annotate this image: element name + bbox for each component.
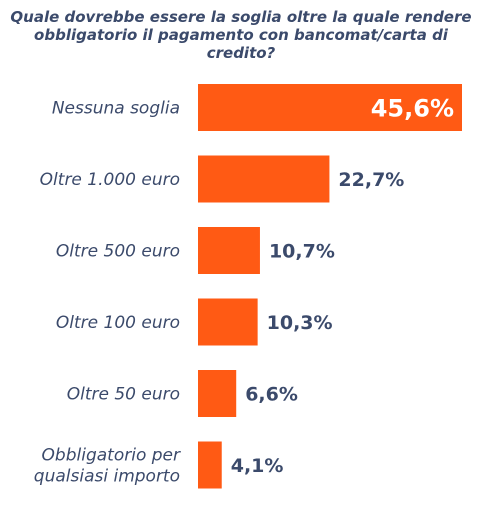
category-label: Oltre 500 euro xyxy=(56,242,180,262)
bar xyxy=(198,370,237,417)
chart-title-line: obbligatorio il pagamento con bancomat/c… xyxy=(34,26,448,44)
chart-title: Quale dovrebbe essere la soglia oltre la… xyxy=(0,8,482,62)
bar xyxy=(198,227,260,274)
category-label: Oltre 100 euro xyxy=(56,313,180,333)
category-label: qualsiasi importo xyxy=(34,467,180,487)
bar xyxy=(198,155,330,203)
bar xyxy=(198,84,462,131)
category-label: Nessuna soglia xyxy=(52,99,180,119)
value-label: 45,6% xyxy=(371,95,454,123)
chart-title-line: credito? xyxy=(206,44,276,62)
chart-title-line: Quale dovrebbe essere la soglia oltre la… xyxy=(10,8,472,26)
value-label: 10,7% xyxy=(269,241,335,263)
category-label: Obbligatorio per xyxy=(42,446,181,466)
value-label: 6,6% xyxy=(245,384,298,406)
bar xyxy=(198,441,222,489)
value-label: 10,3% xyxy=(267,312,333,334)
category-label: Oltre 50 euro xyxy=(67,385,180,405)
bar xyxy=(198,298,258,346)
value-label: 4,1% xyxy=(231,455,284,477)
value-label: 22,7% xyxy=(338,169,404,191)
category-label: Oltre 1.000 euro xyxy=(40,170,180,190)
